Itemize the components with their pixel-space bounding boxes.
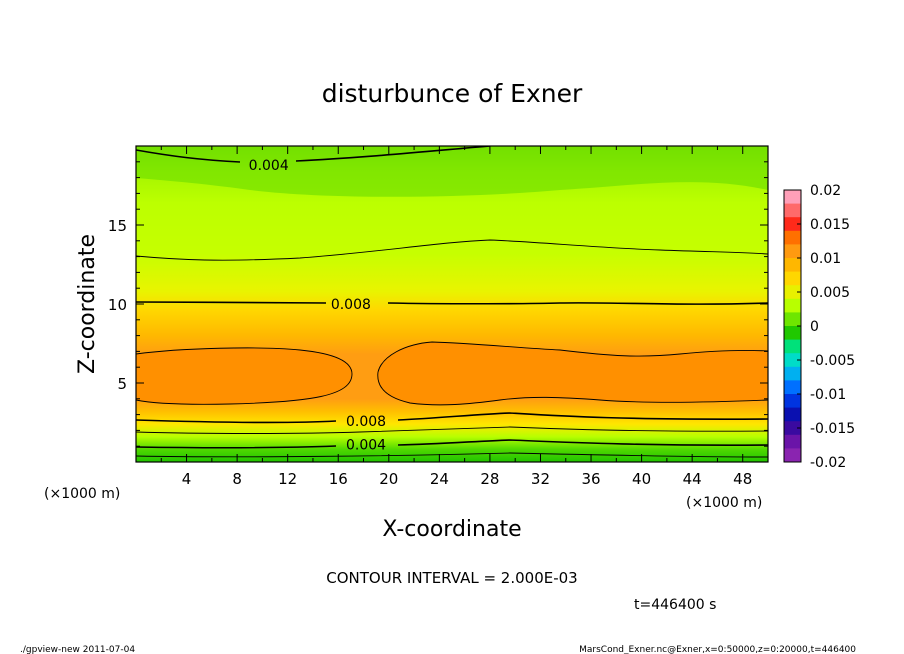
x-unit-left: (×1000 m) xyxy=(44,486,120,502)
x-tick-label: 40 xyxy=(632,470,651,488)
y-axis-label: Z-coordinate xyxy=(75,234,100,374)
colorbar-swatch xyxy=(784,190,801,204)
contour-label: 0.004 xyxy=(346,438,386,454)
contour-line xyxy=(136,347,353,405)
contour-line xyxy=(136,452,768,458)
x-axis-label: X-coordinate xyxy=(382,517,521,542)
contour-lines xyxy=(136,146,768,458)
x-unit-right: (×1000 m) xyxy=(686,495,762,511)
colorbar-tick-label: 0.015 xyxy=(810,217,850,233)
colorbar-swatch xyxy=(784,380,801,395)
footer-right: MarsCond_Exner.nc@Exner,x=0:50000,z=0:20… xyxy=(579,645,856,654)
contour-label: 0.008 xyxy=(331,297,371,313)
x-tick-label: 24 xyxy=(430,470,449,488)
colorbar-swatch xyxy=(784,326,801,340)
colorbar xyxy=(784,190,801,463)
colorbar-swatch xyxy=(784,339,801,354)
colorbar-tick-label: 0.01 xyxy=(810,251,841,267)
colorbar-tick-label: 0.005 xyxy=(810,285,850,301)
colorbar-tick-label: 0.02 xyxy=(810,183,841,199)
colorbar-tick-label: -0.005 xyxy=(810,353,855,369)
time-stamp: t=446400 s xyxy=(634,597,716,613)
contour-line xyxy=(136,146,491,163)
colorbar-tick-label: -0.01 xyxy=(810,387,846,403)
contour-line xyxy=(136,301,768,305)
contour-line xyxy=(377,371,768,406)
colorbar-swatch xyxy=(784,285,801,300)
colorbar-swatch xyxy=(784,203,801,218)
colorbar-swatch xyxy=(784,217,801,232)
x-tick-label: 48 xyxy=(733,470,752,488)
chart-title: disturbunce of Exner xyxy=(322,79,583,108)
contour-line xyxy=(377,341,768,373)
colorbar-swatch xyxy=(784,298,801,313)
x-tick-label: 12 xyxy=(278,470,297,488)
y-tick-label: 10 xyxy=(108,296,127,314)
colorbar-swatch xyxy=(784,434,801,449)
contour-interval: CONTOUR INTERVAL = 2.000E-03 xyxy=(326,569,577,587)
x-tick-label: 8 xyxy=(232,470,242,488)
x-tick-label: 20 xyxy=(379,470,398,488)
y-tick-label: 15 xyxy=(108,217,127,235)
colorbar-tick-label: 0 xyxy=(810,319,819,335)
contour-label: 0.008 xyxy=(346,414,386,430)
contour-line xyxy=(136,412,768,424)
colorbar-tick-label: -0.02 xyxy=(810,455,846,471)
x-tick-label: 16 xyxy=(329,470,348,488)
colorbar-swatch xyxy=(784,394,801,408)
colorbar-swatch xyxy=(784,244,801,259)
contour-line xyxy=(136,439,768,449)
colorbar-ticks: 0.02 0.015 0.01 0.005 0 -0.005 -0.01 -0.015 -0.0… xyxy=(797,183,855,471)
colorbar-swatch xyxy=(784,421,801,436)
footer-left: ./gpview-new 2011-07-04 xyxy=(20,645,135,654)
contour-line xyxy=(136,426,768,434)
x-tick-label: 4 xyxy=(182,470,192,488)
maximum-region xyxy=(377,342,768,405)
colorbar-swatch xyxy=(784,448,801,463)
y-tick-label: 5 xyxy=(117,375,127,393)
colorbar-tick-label: -0.015 xyxy=(810,421,855,437)
top-band xyxy=(136,146,768,197)
colorbar-swatch xyxy=(784,230,801,245)
y-axis-ticks: 5 10 15 xyxy=(108,161,768,447)
x-tick-label: 28 xyxy=(480,470,499,488)
colorbar-swatch xyxy=(784,312,801,327)
colorbar-swatch xyxy=(784,366,801,381)
x-tick-label: 32 xyxy=(531,470,550,488)
colorbar-swatch xyxy=(784,353,801,368)
contour-label: 0.004 xyxy=(249,158,289,174)
colorbar-swatch xyxy=(784,258,801,272)
colorbar-swatch xyxy=(784,271,801,286)
contour-line xyxy=(136,239,768,261)
plot-area xyxy=(136,146,768,462)
maximum-region xyxy=(136,347,352,405)
x-tick-label: 36 xyxy=(581,470,600,488)
contour-labels: 0.004 0.008 0.008 0.004 xyxy=(249,158,386,454)
colorbar-swatch xyxy=(784,407,801,422)
x-axis-ticks: 4 8 12 16 20 24 28 32 36 40 44 48 xyxy=(160,146,752,488)
x-tick-label: 44 xyxy=(683,470,702,488)
